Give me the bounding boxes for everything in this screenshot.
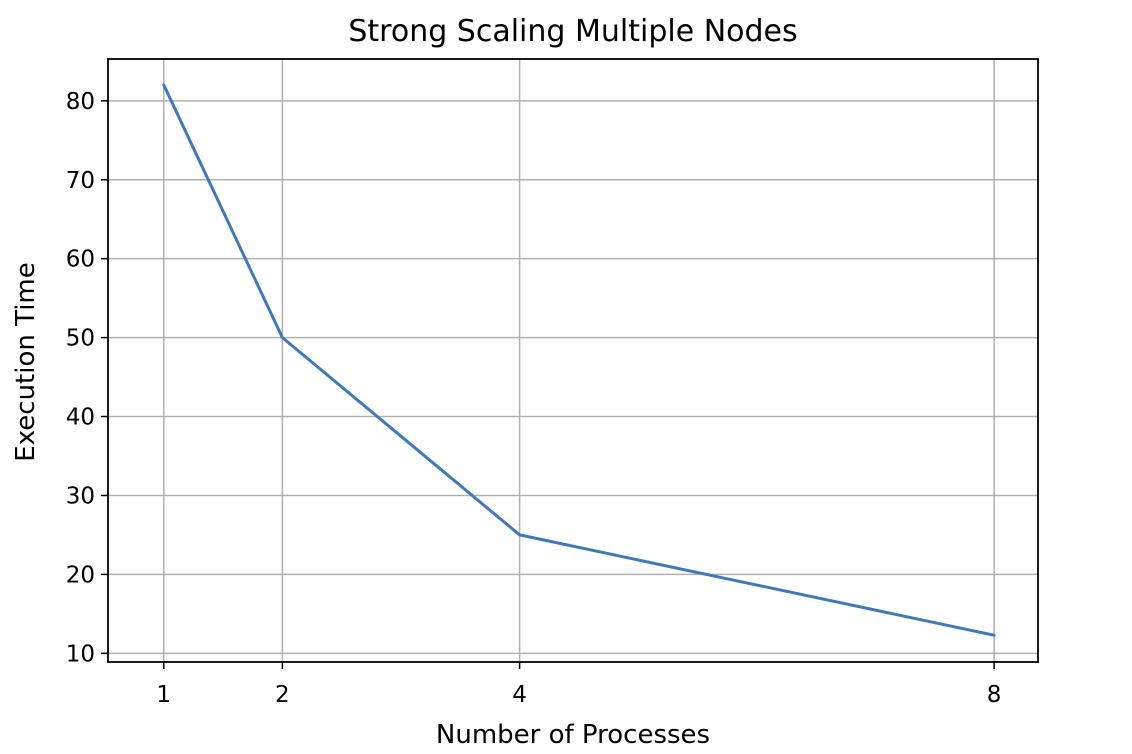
x-tick-label: 1 xyxy=(156,682,171,708)
y-axis-label: Execution Time xyxy=(11,262,41,461)
y-tick-label: 80 xyxy=(66,89,95,115)
x-tick-label: 2 xyxy=(275,682,290,708)
x-axis-label: Number of Processes xyxy=(436,720,710,750)
chart-title: Strong Scaling Multiple Nodes xyxy=(348,14,797,49)
y-tick-label: 20 xyxy=(66,562,95,588)
x-tick-label: 4 xyxy=(512,682,527,708)
y-tick-label: 70 xyxy=(66,168,95,194)
plot-frame xyxy=(107,58,1039,663)
series-layer xyxy=(162,83,996,637)
y-tick-label: 40 xyxy=(66,405,95,431)
y-tick-label: 30 xyxy=(66,483,95,509)
y-tick-label: 10 xyxy=(66,641,95,667)
grid-lines xyxy=(108,59,1038,662)
axis-ticks: 1 2 4 8 10 20 30 40 50 60 70 80 xyxy=(66,89,1002,708)
y-tick-label: 50 xyxy=(66,326,95,352)
x-tick-label: 8 xyxy=(987,682,1002,708)
series-line xyxy=(162,83,996,637)
y-tick-label: 60 xyxy=(66,247,95,273)
